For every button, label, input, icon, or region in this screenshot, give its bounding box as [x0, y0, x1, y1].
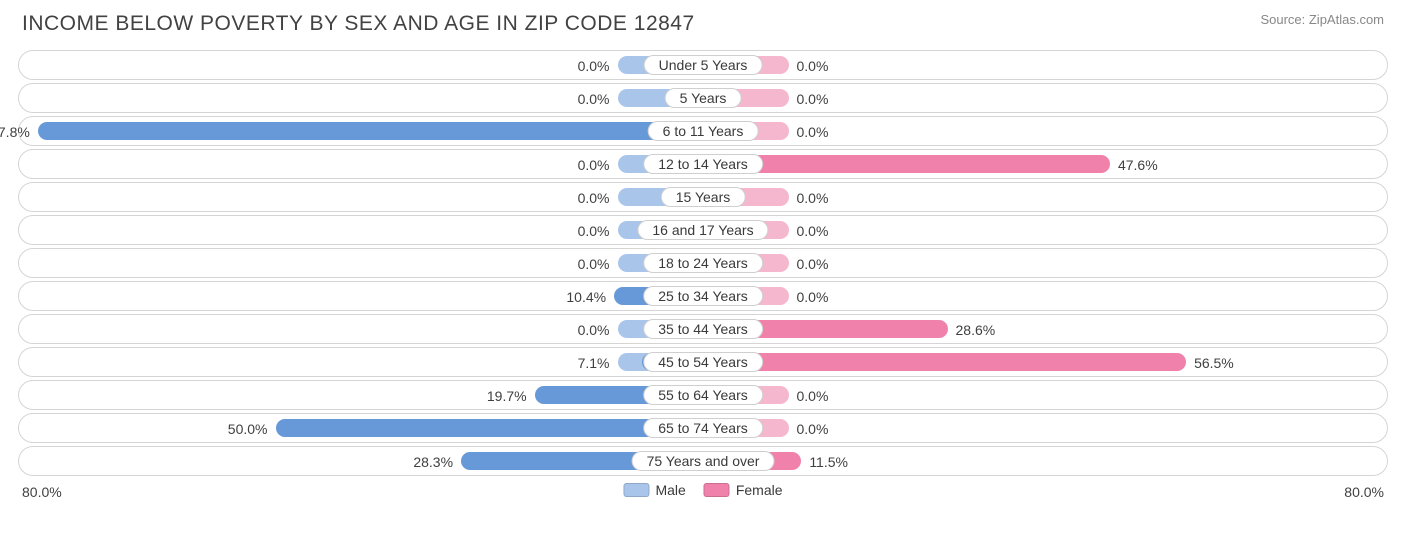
pct-label-female: 0.0% [797, 414, 829, 444]
pct-label-male: 0.0% [578, 183, 610, 213]
chart-row: 10.4% 0.0% 25 to 34 Years [18, 281, 1388, 311]
bar-female-value [703, 353, 1186, 371]
legend-item-male: Male [623, 482, 685, 498]
chart-footer: 80.0% 80.0% Male Female [18, 480, 1388, 510]
pct-label-female: 47.6% [1118, 150, 1158, 180]
legend-label-male: Male [655, 482, 685, 498]
category-label: 55 to 64 Years [643, 385, 763, 405]
pct-label-male: 10.4% [566, 282, 606, 312]
category-label: 35 to 44 Years [643, 319, 763, 339]
category-label: 75 Years and over [632, 451, 775, 471]
pct-label-female: 0.0% [797, 282, 829, 312]
chart-title: INCOME BELOW POVERTY BY SEX AND AGE IN Z… [22, 12, 695, 36]
pct-label-male: 28.3% [413, 447, 453, 477]
pct-label-male: 0.0% [578, 51, 610, 81]
category-label: 6 to 11 Years [648, 121, 759, 141]
category-label: 45 to 54 Years [643, 352, 763, 372]
pct-label-female: 0.0% [797, 216, 829, 246]
chart-row: 7.1% 56.5% 45 to 54 Years [18, 347, 1388, 377]
category-label: Under 5 Years [644, 55, 763, 75]
pct-label-male: 0.0% [578, 84, 610, 114]
axis-label-right: 80.0% [1344, 484, 1384, 500]
chart-row: 0.0% 0.0% 5 Years [18, 83, 1388, 113]
category-label: 12 to 14 Years [643, 154, 763, 174]
category-label: 16 and 17 Years [637, 220, 768, 240]
pct-label-female: 0.0% [797, 381, 829, 411]
pct-label-male: 19.7% [487, 381, 527, 411]
pct-label-female: 0.0% [797, 117, 829, 147]
pct-label-female: 28.6% [956, 315, 996, 345]
bar-male-value [276, 419, 704, 437]
chart-source: Source: ZipAtlas.com [1260, 12, 1384, 27]
header: INCOME BELOW POVERTY BY SEX AND AGE IN Z… [18, 12, 1388, 36]
pct-label-male: 0.0% [578, 249, 610, 279]
pct-label-female: 11.5% [809, 447, 848, 477]
bar-male-value [38, 122, 703, 140]
pct-label-male: 50.0% [228, 414, 268, 444]
legend: Male Female [623, 482, 782, 498]
category-label: 65 to 74 Years [643, 418, 763, 438]
swatch-female-icon [704, 483, 730, 497]
chart-row: 0.0% 0.0% 16 and 17 Years [18, 215, 1388, 245]
pct-label-male: 0.0% [578, 216, 610, 246]
chart-row: 19.7% 0.0% 55 to 64 Years [18, 380, 1388, 410]
pct-label-male: 0.0% [578, 150, 610, 180]
category-label: 18 to 24 Years [643, 253, 763, 273]
pct-label-female: 0.0% [797, 51, 829, 81]
category-label: 5 Years [665, 88, 742, 108]
pct-label-female: 0.0% [797, 183, 829, 213]
chart-row: 28.3% 11.5% 75 Years and over [18, 446, 1388, 476]
bar-female-value [703, 155, 1110, 173]
axis-label-left: 80.0% [22, 484, 62, 500]
swatch-male-icon [623, 483, 649, 497]
legend-label-female: Female [736, 482, 783, 498]
legend-item-female: Female [704, 482, 783, 498]
category-label: 15 Years [661, 187, 746, 207]
pct-label-female: 0.0% [797, 249, 829, 279]
chart-row: 0.0% 0.0% 18 to 24 Years [18, 248, 1388, 278]
chart-row: 0.0% 0.0% Under 5 Years [18, 50, 1388, 80]
chart-row: 50.0% 0.0% 65 to 74 Years [18, 413, 1388, 443]
pct-label-female: 56.5% [1194, 348, 1234, 378]
category-label: 25 to 34 Years [643, 286, 763, 306]
chart-row: 0.0% 28.6% 35 to 44 Years [18, 314, 1388, 344]
pct-label-male: 7.1% [578, 348, 610, 378]
pct-label-male: 77.8% [0, 117, 30, 147]
chart-row: 77.8%0.0%6 to 11 Years [18, 116, 1388, 146]
chart-container: INCOME BELOW POVERTY BY SEX AND AGE IN Z… [0, 0, 1406, 559]
pct-label-female: 0.0% [797, 84, 829, 114]
chart-row: 0.0% 47.6% 12 to 14 Years [18, 149, 1388, 179]
pct-label-male: 0.0% [578, 315, 610, 345]
chart-body: 0.0%0.0%Under 5 Years0.0%0.0%5 Years77.8… [18, 50, 1388, 476]
chart-row: 0.0% 0.0% 15 Years [18, 182, 1388, 212]
